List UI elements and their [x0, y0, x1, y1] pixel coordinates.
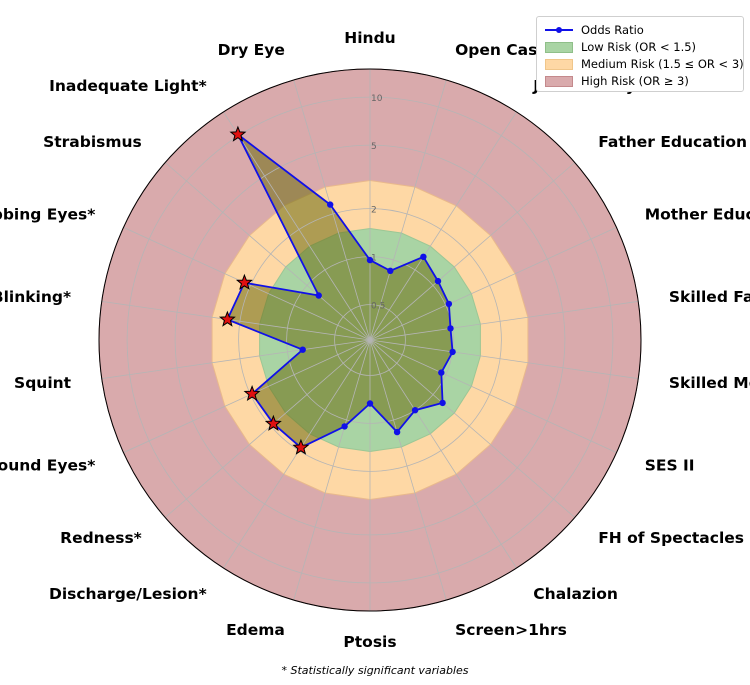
data-point	[315, 292, 322, 299]
grid-spoke	[223, 111, 371, 341]
category-label: Hindu	[344, 29, 395, 47]
data-point	[439, 399, 446, 407]
data-point	[420, 253, 427, 260]
category-label: Squint	[14, 374, 72, 392]
data-point	[299, 346, 306, 353]
legend-label: Odds Ratio	[581, 23, 644, 37]
category-label: Dry Eye	[218, 41, 285, 59]
significance-star-icon	[229, 125, 247, 142]
category-label: Strabismus	[43, 133, 142, 151]
category-label: Discharge/Lesion*	[49, 585, 207, 603]
data-point	[327, 201, 334, 208]
data-point	[393, 428, 401, 436]
grid-spoke	[101, 301, 371, 341]
legend-item-odds-ratio: Odds Ratio	[545, 22, 644, 38]
category-label: Father Education > SSC	[598, 133, 750, 151]
data-point	[447, 325, 454, 332]
legend-item-high-risk: High Risk (OR ≥ 3)	[545, 73, 689, 89]
swatch-icon	[545, 58, 573, 70]
radial-tick-label: 1	[371, 254, 377, 264]
radial-tick-label: 10	[371, 94, 383, 104]
data-point	[434, 277, 442, 285]
grid-spoke	[101, 339, 371, 379]
grid-spoke	[369, 301, 639, 341]
category-label: Open Caste	[455, 41, 555, 59]
significance-star-icon	[264, 414, 282, 431]
grid-spoke	[123, 339, 371, 453]
category-label: Excessive Blinking*	[0, 288, 71, 306]
category-label: Skilled Mother	[669, 374, 750, 392]
category-label: Mother Education < SSC	[645, 206, 750, 224]
grid-spoke	[164, 339, 371, 518]
grid-spoke	[293, 79, 371, 341]
data-point	[387, 267, 394, 274]
swatch-icon	[545, 75, 573, 87]
grid-spoke	[369, 162, 576, 341]
footnote: * Statistically significant variables	[281, 664, 469, 677]
grid-spoke	[369, 339, 576, 518]
data-point	[438, 369, 445, 376]
legend-label: Medium Risk (1.5 ≤ OR < 3)	[581, 57, 744, 71]
category-label: Redness*	[60, 529, 142, 547]
grid-spoke	[369, 111, 517, 341]
category-label: Skilled Father	[669, 288, 750, 306]
data-point	[366, 400, 374, 407]
data-point	[366, 256, 374, 264]
swatch-icon	[545, 41, 573, 53]
significance-star-icon	[235, 273, 253, 290]
data-point	[341, 423, 348, 430]
grid-spoke	[369, 227, 617, 341]
category-label: Inadequate Light*	[49, 77, 207, 95]
data-point	[411, 407, 419, 414]
significance-star-icon	[292, 438, 310, 455]
polar-frame	[98, 68, 642, 612]
radial-tick-label: 0.5	[371, 302, 385, 312]
legend-label: Low Risk (OR < 1.5)	[581, 40, 697, 54]
line-marker-icon	[545, 22, 573, 38]
legend: Odds Ratio Low Risk (OR < 1.5) Medium Ri…	[536, 16, 744, 92]
legend-item-medium-risk: Medium Risk (1.5 ≤ OR < 3)	[545, 56, 744, 72]
odds-ratio-series	[218, 125, 456, 455]
grid-spoke	[369, 339, 447, 601]
category-label: Rubbing Eyes*	[0, 206, 95, 224]
series-fill	[227, 134, 453, 448]
legend-label: High Risk (OR ≥ 3)	[581, 74, 689, 88]
radial-tick-label: 5	[371, 142, 377, 152]
significance-star-icon	[243, 384, 261, 402]
grid-spoke	[293, 339, 371, 601]
grid-spoke	[369, 339, 517, 569]
category-label: Edema	[226, 621, 285, 639]
category-label: Screen>1hrs	[455, 621, 567, 639]
significance-star-icon	[218, 310, 236, 327]
category-label: FH of Spectacles	[598, 529, 744, 547]
category-label: Chalazion	[533, 585, 618, 603]
radial-tick-label: 2	[371, 206, 377, 216]
legend-item-low-risk: Low Risk (OR < 1.5)	[545, 39, 696, 55]
category-label: Rash around Eyes*	[0, 457, 95, 475]
data-point	[449, 348, 456, 356]
grid-spoke	[369, 79, 447, 341]
category-label: SES II	[645, 457, 695, 475]
category-label: Ptosis	[343, 633, 396, 651]
polar-grid: 0.5 1 2 5 10	[98, 68, 642, 612]
grid-spoke	[369, 339, 639, 379]
grid-spoke	[369, 339, 617, 453]
data-point	[445, 300, 453, 308]
grid-spoke	[164, 162, 371, 341]
